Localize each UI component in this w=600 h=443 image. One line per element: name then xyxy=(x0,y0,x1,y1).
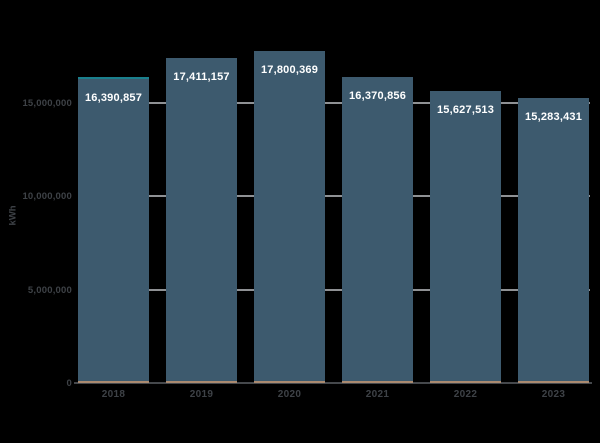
x-tick-label: 2020 xyxy=(277,389,302,400)
gridline xyxy=(78,195,590,198)
plot-area: 0 5,000,000 10,000,000 15,000,000 16,390,857… xyxy=(22,0,592,400)
gridline xyxy=(78,102,590,104)
y-tick-label: 15,000,000 xyxy=(22,98,72,109)
bar-2021: 16,370,856 xyxy=(342,77,413,383)
x-tick-label: 2019 xyxy=(189,389,214,400)
bar-value-label: 15,283,431 xyxy=(524,111,583,123)
bar-value-label: 16,370,856 xyxy=(348,90,407,102)
x-tick-label: 2023 xyxy=(541,389,566,400)
bar-value-label: 16,390,857 xyxy=(84,92,143,104)
y-tick-label: 0 xyxy=(66,378,72,389)
x-axis-line xyxy=(74,382,592,384)
gridline xyxy=(78,288,590,291)
bar-value-label: 17,800,369 xyxy=(260,64,319,76)
x-tick-label: 2018 xyxy=(101,389,126,400)
bar-2019: 17,411,157 xyxy=(166,58,237,383)
y-tick-label: 10,000,000 xyxy=(22,191,72,203)
bar-2022: 15,627,513 xyxy=(430,91,501,383)
bar-value-label: 17,411,157 xyxy=(173,71,230,83)
bar-2023: 15,283,431 xyxy=(518,98,589,383)
y-tick-label: 5,000,000 xyxy=(27,284,72,296)
bar-2020: 17,800,369 xyxy=(254,51,325,383)
bar-2018: 16,390,857 xyxy=(78,77,149,383)
x-tick-label: 2021 xyxy=(365,389,390,400)
bar-value-label: 15,627,513 xyxy=(436,104,495,116)
x-tick-label: 2022 xyxy=(453,389,478,400)
